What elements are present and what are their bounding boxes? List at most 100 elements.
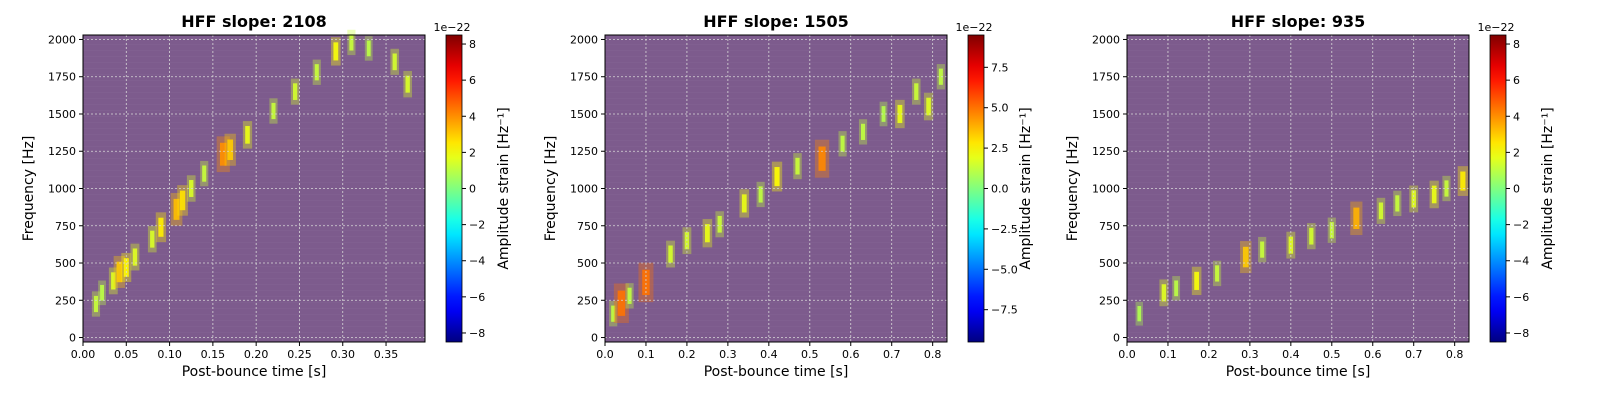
x-tick-label: 0.0 <box>596 348 614 361</box>
texture-row <box>1127 338 1469 339</box>
colorbar-tick-label: −2.5 <box>991 223 1018 236</box>
colorbar-tick-label: 0 <box>1513 183 1520 196</box>
x-axis-ticks: 0.0 0.1 0.2 0.3 0.4 0.5 0.6 0.7 0.8 <box>596 342 941 361</box>
texture-row <box>605 326 947 327</box>
texture-row <box>605 254 947 255</box>
texture-row <box>83 236 425 237</box>
y-tick-label: 1750 <box>48 71 76 84</box>
colorbar-tick-label: 8 <box>1513 38 1520 51</box>
x-tick-label: 0.3 <box>1241 348 1259 361</box>
panel-1: HFF slope: 2108 0.00 0.05 0.10 0.15 0.20 0.25… <box>21 12 512 380</box>
y-tick-label: 250 <box>1099 294 1120 307</box>
texture-row <box>1127 182 1469 183</box>
y-tick-label: 750 <box>55 220 76 233</box>
texture-row <box>83 176 425 177</box>
texture-row <box>83 56 425 57</box>
texture-row <box>1127 98 1469 99</box>
texture-row <box>83 74 425 75</box>
streak-core <box>881 106 886 122</box>
y-tick-label: 1250 <box>48 145 76 158</box>
texture-row <box>83 128 425 129</box>
texture-row <box>1127 230 1469 231</box>
texture-row <box>605 134 947 135</box>
texture-row <box>1127 164 1469 165</box>
streak-core <box>1137 306 1142 322</box>
texture-row <box>605 284 947 285</box>
texture-row <box>83 170 425 171</box>
texture-row <box>1127 104 1469 105</box>
texture-row <box>605 272 947 273</box>
panel-2: HFF slope: 1505 0.0 0.1 0.2 0.3 0.4 0.5 0.6 0.7… <box>543 12 1034 380</box>
texture-row <box>1127 140 1469 141</box>
texture-row <box>605 146 947 147</box>
texture-row <box>1127 146 1469 147</box>
colorbar-tick-label: 8 <box>469 38 476 51</box>
texture-row <box>605 110 947 111</box>
streak-core <box>1288 236 1294 254</box>
streak-core <box>1460 171 1466 191</box>
texture-row <box>83 98 425 99</box>
y-axis-ticks: 0 250 500 750 1000 1250 1500 1750 2000 <box>48 33 83 345</box>
streak-core <box>1215 265 1220 282</box>
y-axis-label: Frequency [Hz] <box>21 136 37 242</box>
streak-core <box>179 190 186 211</box>
texture-row <box>605 188 947 189</box>
colorbar-tick-label: 7.5 <box>991 61 1009 74</box>
colorbar <box>1489 34 1507 343</box>
texture-row <box>83 254 425 255</box>
colorbar-tick-label: −8 <box>469 327 485 340</box>
texture-row <box>83 62 425 63</box>
colorbar-tick-label: 0.0 <box>991 183 1009 196</box>
streak-core <box>741 194 747 213</box>
colorbar-exponent: 1e−22 <box>434 21 471 34</box>
colorbar-label: Amplitude strain [Hz⁻¹] <box>1540 107 1556 269</box>
streak-core <box>617 290 626 316</box>
y-tick-label: 0 <box>1113 332 1120 345</box>
chart-title: HFF slope: 935 <box>1231 12 1366 31</box>
texture-row <box>1127 38 1469 39</box>
streak-core <box>158 217 164 237</box>
texture-row <box>83 308 425 309</box>
streak-core <box>704 224 710 243</box>
grid-lines <box>604 35 947 342</box>
streak-core <box>1260 241 1265 258</box>
texture-row <box>83 242 425 243</box>
grid-lines <box>82 35 425 342</box>
streak-core <box>202 165 207 182</box>
colorbar-tick-label: −2 <box>469 219 485 232</box>
streak-core <box>132 248 138 266</box>
y-tick-label: 1750 <box>1092 71 1120 84</box>
texture-row <box>1127 284 1469 285</box>
texture-row <box>605 332 947 333</box>
texture-row <box>83 266 425 267</box>
streak-core <box>100 284 104 301</box>
texture-row <box>1127 206 1469 207</box>
texture-row <box>83 194 425 195</box>
texture-row <box>605 140 947 141</box>
colorbar-tick-label: −8 <box>1513 327 1529 340</box>
texture-row <box>605 302 947 303</box>
spectrogram-streaks <box>1127 38 1469 339</box>
texture-row <box>605 296 947 297</box>
texture-row <box>83 80 425 81</box>
streak-core <box>392 53 397 71</box>
texture-row <box>1127 218 1469 219</box>
texture-row <box>1127 122 1469 123</box>
texture-row <box>605 338 947 339</box>
texture-row <box>605 104 947 105</box>
x-tick-label: 0.8 <box>1446 348 1464 361</box>
texture-row <box>83 284 425 285</box>
texture-row <box>1127 170 1469 171</box>
y-axis-ticks: 0 250 500 750 1000 1250 1500 1750 2000 <box>1092 33 1127 345</box>
y-tick-label: 1000 <box>48 183 76 196</box>
x-tick-label: 0.0 <box>1118 348 1136 361</box>
texture-row <box>605 158 947 159</box>
colorbar <box>967 34 985 343</box>
texture-row <box>83 86 425 87</box>
texture-row <box>83 206 425 207</box>
texture-row <box>83 230 425 231</box>
texture-row <box>605 230 947 231</box>
texture-row <box>605 50 947 51</box>
streak-core <box>111 272 116 290</box>
